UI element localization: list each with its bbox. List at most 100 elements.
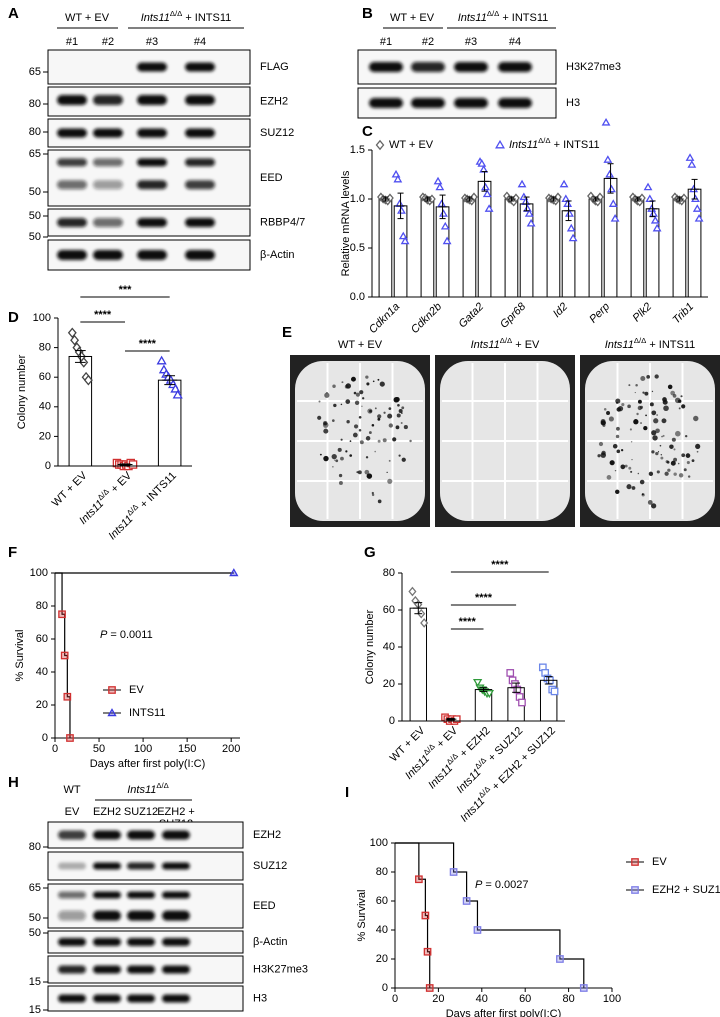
- text-part: + INTS11: [646, 339, 695, 351]
- text-part: P: [100, 629, 108, 641]
- colony: [365, 436, 371, 441]
- colony: [653, 418, 659, 424]
- colony: [695, 443, 701, 450]
- colony: [637, 399, 642, 404]
- band: [454, 62, 488, 72]
- colony: [677, 462, 680, 465]
- colony: [345, 450, 348, 453]
- marker: [482, 189, 492, 198]
- y-tick-label: 60: [376, 895, 388, 907]
- plate-title: Ints11Δ/Δ + INTS11: [605, 336, 696, 351]
- colony: [642, 391, 645, 394]
- bar: [672, 198, 687, 298]
- colony: [662, 397, 667, 402]
- x-tick-label: 60: [519, 993, 531, 1005]
- lane-label: #4: [509, 36, 521, 48]
- colony: [667, 384, 673, 390]
- band: [127, 994, 155, 1003]
- y-tick-label: 100: [370, 837, 388, 849]
- x-tick-label: 200: [222, 743, 240, 755]
- significance-label: ****: [475, 592, 493, 604]
- colony: [624, 464, 628, 468]
- colony: [318, 400, 321, 403]
- band: [93, 938, 121, 946]
- marker: [421, 911, 430, 920]
- p-value: P = 0.0027: [475, 879, 529, 891]
- band: [93, 180, 123, 190]
- colony: [671, 437, 676, 442]
- band: [58, 862, 86, 870]
- colony: [606, 475, 612, 480]
- colony: [626, 484, 632, 490]
- colony: [323, 455, 329, 462]
- band: [127, 910, 155, 921]
- colony: [655, 428, 660, 434]
- marker: [108, 686, 116, 694]
- colony: [382, 438, 387, 443]
- band: [185, 158, 215, 167]
- colony: [683, 468, 687, 472]
- band: [58, 938, 86, 946]
- x-tick-label: WT + EV: [50, 469, 90, 509]
- band: [57, 180, 87, 190]
- colony: [372, 380, 375, 383]
- colony: [387, 478, 393, 484]
- legend-label: INTS11: [129, 707, 165, 719]
- band: [57, 158, 87, 167]
- bar: [393, 205, 408, 298]
- x-axis-label: Days after first poly(I:C): [446, 1008, 562, 1017]
- colony: [388, 459, 391, 462]
- band: [137, 95, 167, 106]
- group-label: Ints11Δ/Δ + INTS11: [141, 9, 232, 24]
- marker: [423, 947, 432, 956]
- x-tick-label: Trib1: [671, 301, 697, 327]
- colony: [614, 469, 617, 472]
- band: [411, 98, 445, 108]
- marker: [229, 568, 239, 577]
- colony: [656, 470, 660, 474]
- marker: [393, 174, 403, 183]
- colony: [340, 403, 343, 406]
- group-label: Ints11Δ/Δ: [127, 781, 169, 796]
- colony: [636, 412, 639, 416]
- survival-line: [55, 572, 71, 738]
- colony: [353, 424, 359, 429]
- colony: [651, 430, 657, 436]
- colony: [691, 459, 695, 463]
- mw-marker: 15: [29, 1004, 41, 1016]
- x-tick-label: Id2: [551, 301, 570, 320]
- colony: [684, 434, 688, 438]
- marker: [420, 618, 429, 628]
- lane-label: #4: [194, 36, 206, 48]
- row-label: EZH2: [260, 95, 288, 107]
- bar: [68, 355, 93, 467]
- colony: [332, 466, 334, 468]
- text-part: Ints11: [605, 339, 634, 351]
- band: [93, 891, 121, 899]
- marker: [172, 389, 183, 399]
- panel-letter: D: [8, 309, 19, 326]
- text-part: Ints11: [127, 784, 156, 796]
- y-tick-label: 20: [36, 699, 48, 711]
- marker: [484, 204, 494, 212]
- colony: [664, 471, 669, 476]
- colony: [609, 460, 615, 466]
- marker: [605, 169, 615, 178]
- significance-label: ****: [139, 338, 157, 350]
- colony: [338, 481, 343, 485]
- band: [185, 62, 215, 72]
- y-axis-label: % Survival: [356, 890, 368, 942]
- text-part: Ints11: [106, 513, 135, 542]
- y-tick-label: 20: [376, 953, 388, 965]
- legend-label: EV: [652, 856, 667, 868]
- marker: [375, 139, 385, 151]
- y-tick-label: 0: [389, 715, 395, 727]
- colony: [652, 435, 658, 441]
- lane-label: #3: [146, 36, 158, 48]
- colony: [633, 419, 639, 425]
- colony: [398, 408, 403, 413]
- text-part: + INTS11: [182, 12, 231, 24]
- band: [185, 250, 215, 260]
- row-label: H3: [253, 992, 267, 1004]
- bar: [519, 203, 534, 298]
